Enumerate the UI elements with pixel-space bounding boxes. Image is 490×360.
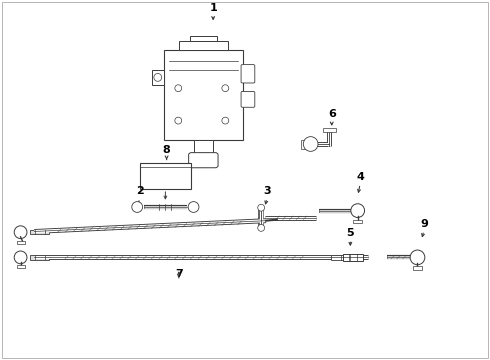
Ellipse shape	[132, 202, 143, 212]
Bar	[30, 255, 49, 260]
Text: 2: 2	[136, 186, 144, 196]
Bar	[17, 241, 25, 244]
Bar	[343, 254, 363, 261]
Ellipse shape	[175, 85, 182, 92]
Bar	[331, 255, 358, 260]
Text: 3: 3	[263, 186, 271, 196]
Ellipse shape	[410, 250, 425, 265]
Bar	[30, 230, 49, 234]
Ellipse shape	[188, 202, 199, 212]
Ellipse shape	[14, 251, 27, 264]
Text: 1: 1	[209, 3, 217, 13]
Bar	[140, 163, 191, 189]
Bar	[17, 265, 25, 268]
Bar	[353, 220, 362, 223]
Bar	[179, 41, 228, 50]
Text: 6: 6	[328, 109, 336, 119]
Ellipse shape	[351, 204, 365, 217]
Ellipse shape	[222, 85, 229, 92]
Bar	[190, 36, 217, 41]
FancyBboxPatch shape	[189, 153, 218, 168]
Bar	[301, 140, 307, 149]
FancyBboxPatch shape	[241, 91, 255, 107]
Text: 4: 4	[356, 172, 364, 182]
Ellipse shape	[154, 73, 162, 81]
Ellipse shape	[14, 226, 27, 239]
Bar	[152, 70, 164, 85]
Text: 7: 7	[175, 269, 183, 279]
Bar	[323, 128, 336, 132]
Bar	[164, 50, 243, 140]
Ellipse shape	[175, 117, 182, 124]
Ellipse shape	[258, 224, 265, 231]
Text: 8: 8	[163, 145, 171, 155]
Bar	[194, 140, 213, 157]
FancyBboxPatch shape	[241, 65, 255, 83]
Ellipse shape	[222, 117, 229, 124]
Ellipse shape	[258, 204, 265, 211]
Ellipse shape	[303, 137, 318, 151]
Bar	[413, 266, 422, 270]
Text: 9: 9	[420, 219, 428, 229]
Text: 5: 5	[346, 228, 354, 238]
